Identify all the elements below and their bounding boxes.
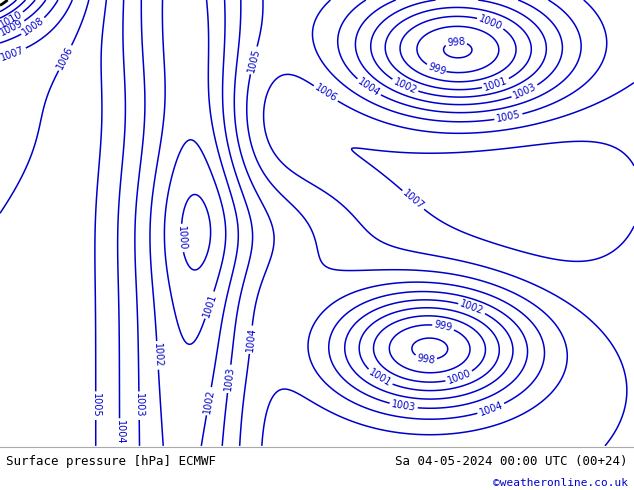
Text: 999: 999 — [433, 319, 453, 333]
Text: Sa 04-05-2024 00:00 UTC (00+24): Sa 04-05-2024 00:00 UTC (00+24) — [395, 455, 628, 468]
Text: 1009: 1009 — [0, 18, 25, 38]
Text: 1002: 1002 — [392, 76, 418, 96]
Text: 1008: 1008 — [20, 16, 46, 38]
Text: 1005: 1005 — [495, 110, 522, 124]
Text: 1002: 1002 — [202, 388, 216, 414]
Text: 1007: 1007 — [0, 45, 26, 63]
Text: 1000: 1000 — [477, 13, 504, 31]
Text: 1006: 1006 — [55, 45, 75, 71]
Text: 1004: 1004 — [356, 76, 382, 98]
Text: 1004: 1004 — [245, 327, 257, 352]
Text: 1000: 1000 — [176, 225, 187, 250]
Text: 1003: 1003 — [391, 399, 417, 413]
Text: 1004: 1004 — [115, 420, 124, 445]
Text: 998: 998 — [446, 36, 465, 48]
Text: 1004: 1004 — [478, 400, 504, 418]
Text: 1003: 1003 — [223, 366, 236, 392]
Text: Surface pressure [hPa] ECMWF: Surface pressure [hPa] ECMWF — [6, 455, 216, 468]
Text: 1001: 1001 — [482, 75, 509, 93]
Text: 1007: 1007 — [401, 188, 425, 212]
Text: 1010: 1010 — [0, 9, 24, 30]
Text: 1005: 1005 — [246, 47, 261, 74]
Text: 1001: 1001 — [366, 368, 393, 389]
Text: 1002: 1002 — [152, 343, 164, 368]
Text: 1000: 1000 — [446, 368, 472, 386]
Text: ©weatheronline.co.uk: ©weatheronline.co.uk — [493, 478, 628, 489]
Text: 1003: 1003 — [512, 82, 538, 101]
Text: 1002: 1002 — [458, 299, 485, 317]
Text: 1001: 1001 — [201, 292, 218, 318]
Text: 1006: 1006 — [313, 83, 339, 104]
Text: 998: 998 — [416, 353, 436, 366]
Text: 999: 999 — [427, 61, 448, 77]
Text: 1005: 1005 — [91, 393, 101, 418]
Text: 1003: 1003 — [134, 393, 144, 418]
